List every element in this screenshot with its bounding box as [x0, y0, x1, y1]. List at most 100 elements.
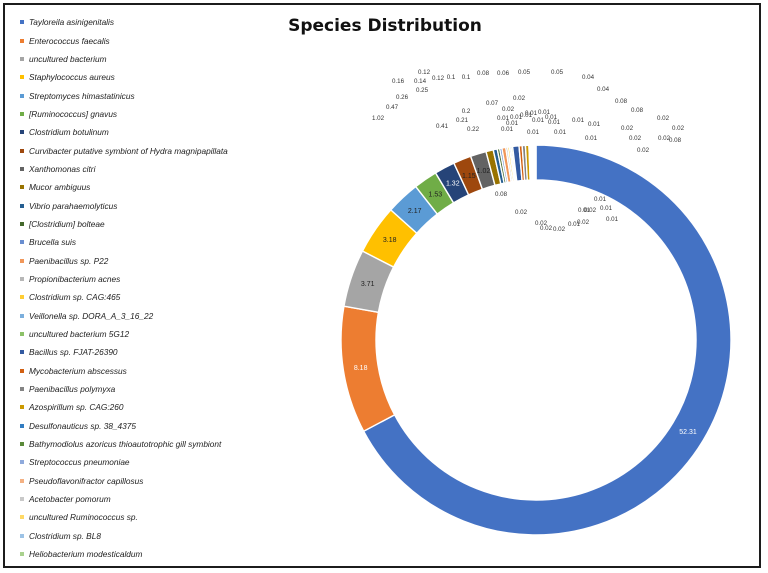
legend-item: Mycobacterium abscessus: [20, 362, 228, 380]
slice-value-label: 1.02: [477, 168, 491, 175]
slice-value-label: 3.71: [361, 281, 375, 288]
outer-value-label: 0.02: [540, 225, 553, 232]
legend-swatch: [20, 368, 24, 373]
outer-value-label: 0.16: [392, 78, 405, 85]
outer-value-label: 0.08: [615, 98, 628, 105]
legend-item: uncultured bacterium 5G12: [20, 325, 228, 343]
legend-item: Curvibacter putative symbiont of Hydra m…: [20, 141, 228, 159]
outer-value-label: 0.02: [637, 147, 650, 154]
legend-item: Staphylococcus aureus: [20, 68, 228, 86]
legend-item: Bathymodiolus azoricus thioautotrophic g…: [20, 435, 228, 453]
legend-swatch: [20, 130, 24, 135]
legend-item: Streptococcus pneumoniae: [20, 453, 228, 471]
legend-swatch: [20, 166, 24, 171]
outer-value-label: 0.26: [396, 94, 409, 101]
legend-swatch: [20, 533, 24, 538]
outer-value-label: 0.02: [577, 219, 590, 226]
outer-value-label: 0.08: [477, 70, 490, 77]
legend-item: Brucella suis: [20, 233, 228, 251]
legend-swatch: [20, 75, 24, 80]
outer-value-label: 0.02: [584, 207, 597, 214]
legend-label: Enterococcus faecalis: [29, 35, 110, 46]
outer-value-label: 0.01: [520, 112, 533, 119]
legend-label: Paenibacillus sp. P22: [29, 255, 109, 266]
legend-item: Paenibacillus polymyxa: [20, 380, 228, 398]
legend-item: Pseudoflavonifractor capillosus: [20, 472, 228, 490]
outer-value-label: 0.01: [545, 114, 558, 121]
legend-swatch: [20, 350, 24, 355]
outer-value-label: 0.01: [606, 216, 619, 223]
outer-value-label: 0.02: [535, 220, 548, 227]
legend-item: Vibrio parahaemolyticus: [20, 196, 228, 214]
outer-value-label: 0.47: [386, 104, 399, 111]
legend-item: Streptomyces himastatinicus: [20, 86, 228, 104]
legend-label: Heliobacterium modesticaldum: [29, 549, 143, 560]
outer-value-label: 0.02: [513, 95, 526, 102]
legend-label: Acetobacter pomorum: [29, 494, 111, 505]
outer-value-label: 0.02: [621, 125, 634, 132]
outer-value-label: 0.14: [414, 78, 427, 85]
legend-item: Clostridium sp. CAG:465: [20, 288, 228, 306]
legend-item: Mucor ambiguus: [20, 178, 228, 196]
outer-value-label: 0.01: [588, 121, 601, 128]
legend-swatch: [20, 552, 24, 557]
legend-swatch: [20, 442, 24, 447]
outer-value-label: 0.12: [432, 75, 445, 82]
legend-label: uncultured bacterium 5G12: [29, 329, 130, 340]
legend-swatch: [20, 56, 24, 61]
legend-label: Streptomyces himastatinicus: [29, 90, 135, 101]
outer-value-label: 0.02: [515, 209, 528, 216]
legend-label: Tayloreila asinigenitalis: [29, 17, 115, 28]
outer-value-label: 0.02: [658, 135, 671, 142]
legend-item: Acetobacter pomorum: [20, 490, 228, 508]
slice-value-label: 1.53: [429, 191, 443, 198]
outer-value-label: 0.01: [568, 221, 581, 228]
outer-value-label: 1.02: [372, 115, 385, 122]
outer-value-label: 0.02: [553, 226, 566, 233]
outer-value-label: 0.1: [462, 74, 471, 81]
outer-value-label: 0.25: [416, 87, 429, 94]
legend-item: [Clostridium] bolteae: [20, 215, 228, 233]
legend-label: Propionibacterium acnes: [29, 273, 121, 284]
slice-value-label: 8.18: [354, 365, 368, 372]
outer-value-label: 0.01: [585, 135, 598, 142]
outer-value-label: 0.01: [572, 117, 585, 124]
legend-label: uncultured bacterium: [29, 53, 107, 64]
outer-value-label: 0.07: [486, 100, 499, 107]
legend-label: uncultured Ruminococcus sp.: [29, 512, 138, 523]
legend-swatch: [20, 387, 24, 392]
legend-label: Mycobacterium abscessus: [29, 365, 127, 376]
outer-value-label: 0.02: [672, 125, 685, 132]
legend-swatch: [20, 203, 24, 208]
outer-value-label: 0.02: [657, 115, 670, 122]
legend-label: Desulfonauticus sp. 38_4375: [29, 420, 137, 431]
legend-swatch: [20, 313, 24, 318]
legend-label: Clostridium sp. BL8: [29, 530, 101, 541]
outer-value-label: 0.01: [594, 196, 607, 203]
outer-value-label: 0.01: [600, 205, 613, 212]
slice-value-label: 1.15: [462, 173, 476, 180]
legend-swatch: [20, 258, 24, 263]
outer-value-label: 0.01: [578, 207, 591, 214]
legend-label: Paenibacillus polymyxa: [29, 384, 116, 395]
legend-label: Clostridium botulinum: [29, 127, 109, 138]
legend-item: Tayloreila asinigenitalis: [20, 13, 228, 31]
outer-value-label: 0.01: [554, 129, 567, 136]
outer-value-label: 0.01: [525, 110, 538, 117]
legend-swatch: [20, 221, 24, 226]
legend-label: Xanthomonas citri: [29, 163, 96, 174]
legend-swatch: [20, 478, 24, 483]
outer-value-label: 0.01: [497, 115, 510, 122]
outer-value-label: 0.02: [502, 106, 515, 113]
legend-label: Streptococcus pneumoniae: [29, 457, 130, 468]
legend-swatch: [20, 38, 24, 43]
outer-value-label: 0.05: [551, 69, 564, 76]
legend-item: [Ruminococcus] gnavus: [20, 105, 228, 123]
legend-swatch: [20, 497, 24, 502]
legend-swatch: [20, 240, 24, 245]
legend-swatch: [20, 20, 24, 25]
outer-value-label: 0.22: [467, 126, 480, 133]
legend-item: uncultured bacterium: [20, 50, 228, 68]
donut-slice: [534, 144, 537, 181]
